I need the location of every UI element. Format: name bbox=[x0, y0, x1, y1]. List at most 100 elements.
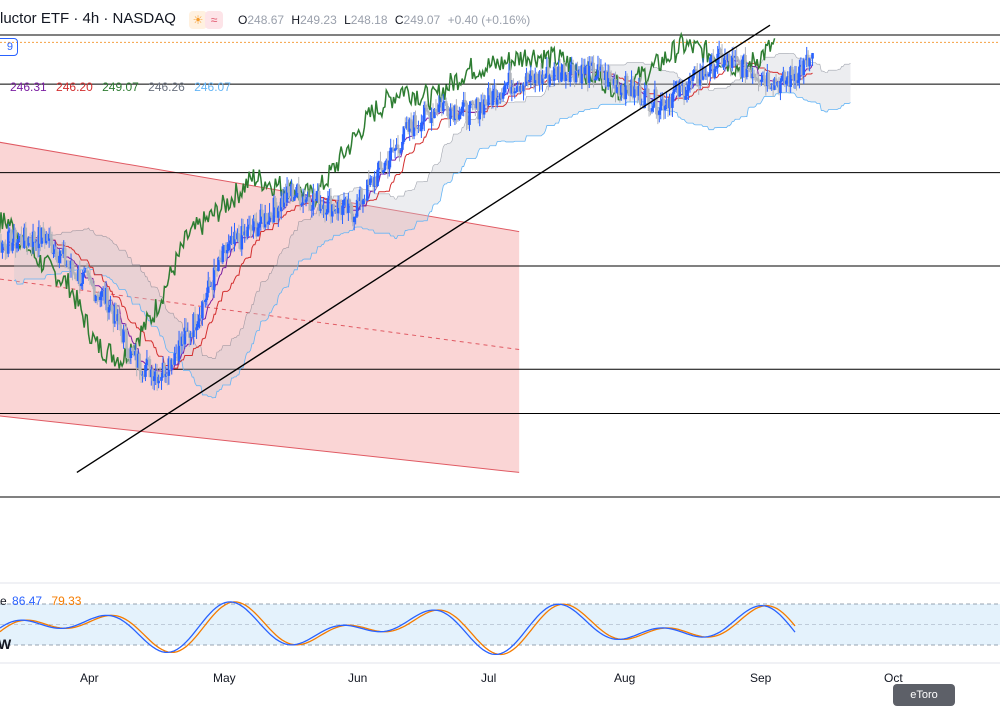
candle-body bbox=[252, 218, 255, 231]
data-delay-icon[interactable]: ≈ bbox=[205, 11, 223, 29]
candle-body bbox=[787, 76, 791, 87]
candle-body bbox=[214, 267, 217, 271]
candle-body bbox=[259, 209, 263, 224]
candle-body bbox=[351, 213, 355, 223]
candle-body bbox=[386, 160, 390, 170]
candle-body bbox=[265, 213, 268, 225]
candle-body bbox=[320, 203, 324, 209]
candle-body bbox=[390, 147, 394, 149]
candle-body bbox=[25, 240, 29, 246]
candle-body bbox=[420, 122, 423, 132]
candle-body bbox=[720, 53, 724, 68]
candle-body bbox=[326, 198, 330, 213]
candle-body bbox=[784, 80, 788, 85]
candle-body bbox=[304, 199, 308, 203]
candle-body bbox=[436, 112, 439, 114]
candle-body bbox=[605, 70, 609, 87]
candle-body bbox=[430, 111, 433, 123]
candle-body bbox=[462, 99, 465, 107]
market-session-icon[interactable]: ☀ bbox=[189, 11, 207, 29]
symbol-title[interactable]: luctor ETF · 4h · NASDAQ bbox=[0, 10, 176, 27]
candle-body bbox=[81, 272, 85, 284]
candle-body bbox=[808, 57, 811, 67]
stochastic-legend[interactable]: e 86.47 79.33 bbox=[0, 594, 87, 608]
candle-body bbox=[439, 102, 442, 105]
candle-body bbox=[71, 260, 74, 273]
candle-body bbox=[84, 270, 87, 272]
candle-body bbox=[618, 87, 622, 95]
candle-body bbox=[403, 126, 407, 129]
candle-body bbox=[126, 348, 130, 358]
candle-body bbox=[639, 85, 642, 105]
candle-body bbox=[649, 110, 652, 112]
candle-body bbox=[671, 93, 674, 108]
candle-body bbox=[147, 358, 150, 360]
candle-body bbox=[491, 90, 495, 106]
candle-body bbox=[331, 204, 334, 217]
candle-body bbox=[344, 198, 347, 200]
candle-body bbox=[428, 112, 432, 123]
candle-body bbox=[573, 74, 576, 83]
candle-body bbox=[424, 104, 428, 108]
candle-body bbox=[279, 198, 283, 212]
candle-body bbox=[517, 86, 521, 92]
candle-body bbox=[233, 231, 236, 245]
candle-body bbox=[205, 292, 209, 301]
candle-body bbox=[303, 196, 306, 203]
candle-body bbox=[401, 141, 404, 150]
candle-body bbox=[21, 245, 25, 248]
candle-body bbox=[325, 212, 328, 215]
candle-body bbox=[167, 358, 171, 376]
candle-body bbox=[186, 330, 190, 332]
candle-body bbox=[300, 203, 303, 206]
candle-body bbox=[94, 294, 98, 302]
candle-body bbox=[484, 99, 487, 105]
candle-body bbox=[498, 93, 502, 100]
candle-body bbox=[160, 377, 163, 381]
candle-body bbox=[665, 99, 668, 107]
candle-body bbox=[481, 102, 484, 115]
candle-body bbox=[765, 72, 769, 87]
channel-fill bbox=[0, 142, 520, 473]
indicator-badge[interactable]: 9 bbox=[0, 38, 18, 56]
candle-body bbox=[11, 242, 14, 251]
candle-body bbox=[88, 275, 92, 280]
candle-body bbox=[811, 53, 814, 59]
candle-body bbox=[793, 73, 797, 81]
candle-body bbox=[319, 203, 322, 211]
candle-body bbox=[275, 207, 279, 218]
candle-body bbox=[185, 327, 188, 331]
candle-body bbox=[298, 192, 302, 206]
candle-body bbox=[206, 280, 210, 293]
candle-body bbox=[78, 269, 82, 287]
candle-body bbox=[367, 179, 371, 185]
candle-body bbox=[488, 87, 492, 96]
candle-body bbox=[14, 229, 17, 249]
candle-body bbox=[72, 272, 76, 274]
candle-body bbox=[87, 272, 90, 276]
candle-body bbox=[674, 88, 677, 90]
candle-body bbox=[409, 119, 413, 129]
candle-body bbox=[710, 55, 714, 58]
candle-body bbox=[469, 101, 473, 105]
candle-body bbox=[85, 270, 89, 273]
candle-body bbox=[63, 248, 67, 266]
candle-body bbox=[220, 259, 223, 263]
candle-body bbox=[643, 90, 646, 109]
candle-body bbox=[387, 160, 391, 170]
candle-body bbox=[352, 216, 356, 223]
candle-body bbox=[95, 294, 99, 296]
candle-body bbox=[65, 264, 68, 266]
candle-body bbox=[293, 197, 296, 201]
candle-body bbox=[620, 85, 623, 95]
candle-body bbox=[291, 184, 295, 201]
candle-body bbox=[399, 149, 403, 154]
candle-body bbox=[601, 66, 604, 79]
chikou-value: 249.07 bbox=[102, 80, 139, 94]
ichimoku-legend[interactable]: 246.31 246.20 249.07 246.26 246.07 bbox=[10, 80, 237, 94]
candle-body bbox=[263, 213, 267, 228]
stoch-d-value: 79.33 bbox=[51, 594, 82, 608]
candle-body bbox=[571, 64, 575, 75]
candle-body bbox=[272, 197, 276, 223]
